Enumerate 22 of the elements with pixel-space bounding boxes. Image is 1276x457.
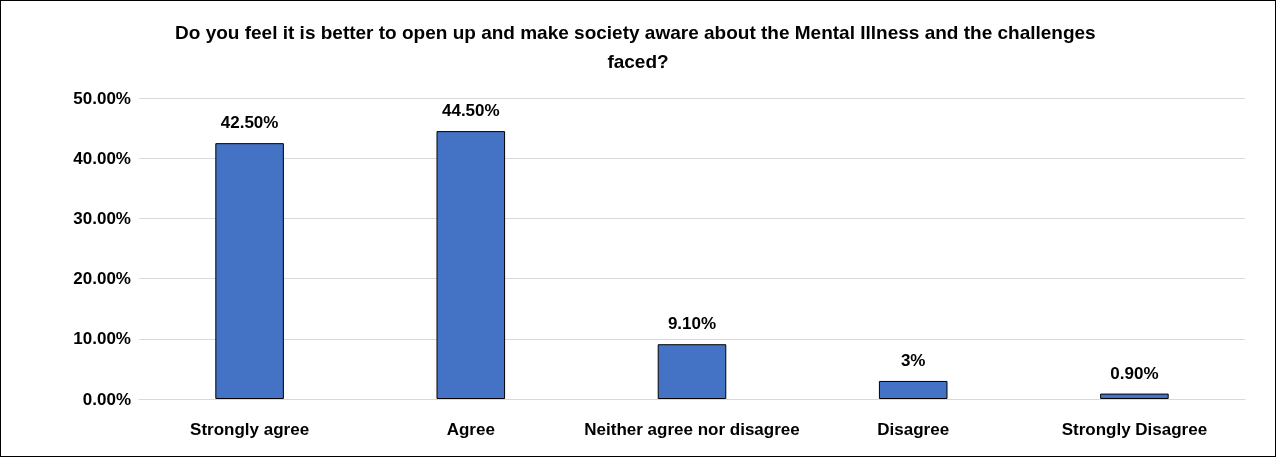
bar <box>657 344 727 399</box>
y-tick-label: 20.00% <box>73 269 131 289</box>
y-tick-label: 40.00% <box>73 148 131 168</box>
bar <box>215 143 284 399</box>
y-tick-label: 10.00% <box>73 329 131 349</box>
bar <box>1100 393 1169 399</box>
x-tick-label: Strongly agree <box>190 420 310 439</box>
data-label: 44.50% <box>441 101 500 121</box>
data-label: 9.10% <box>667 314 717 334</box>
data-label: 0.90% <box>1110 363 1159 383</box>
x-tick-label: Strongly Disagree <box>1061 420 1208 439</box>
bar <box>878 380 948 399</box>
x-tick-label: Disagree <box>877 420 950 439</box>
y-tick-label: 30.00% <box>73 208 131 228</box>
bar <box>436 131 506 399</box>
data-label: 3% <box>900 350 926 370</box>
x-tick-label: Neither agree nor disagree <box>584 420 800 439</box>
y-tick-label: 50.00% <box>73 88 131 108</box>
y-tick-label: 0.00% <box>82 389 131 409</box>
x-tick-label: Agree <box>446 420 495 439</box>
chart-title: Do you feel it is better to open up and make society aware about the Mental Illness and the challenges faced? <box>175 22 1101 72</box>
data-label: 42.50% <box>220 113 279 133</box>
